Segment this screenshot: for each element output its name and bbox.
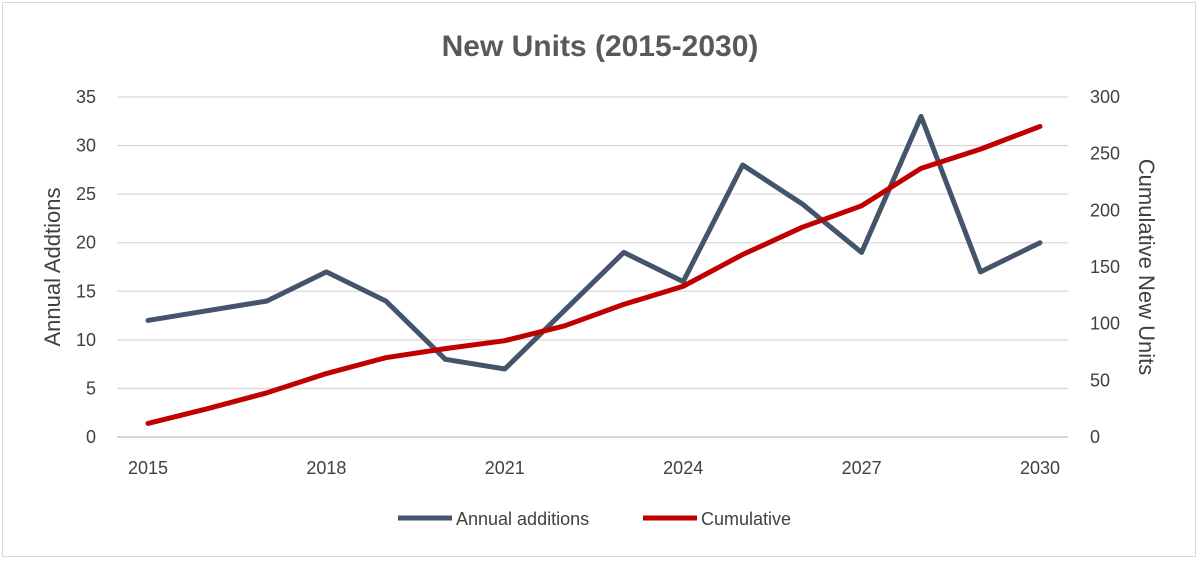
series-line-cumulative [145, 123, 1043, 426]
x-tick-label: 2027 [842, 458, 882, 478]
right-tick-label: 100 [1090, 314, 1120, 334]
left-tick-label: 30 [76, 136, 96, 156]
x-axis-ticks: 2015 2018 2021 2024 2027 2030 [128, 458, 1060, 478]
left-tick-label: 35 [76, 87, 96, 107]
legend: Annual additions Cumulative [398, 509, 791, 529]
right-axis-title: Cumulative New Units [1134, 159, 1159, 375]
left-axis-ticks: 0 5 10 15 20 25 30 35 [76, 87, 96, 447]
left-tick-label: 25 [76, 184, 96, 204]
left-tick-label: 0 [86, 427, 96, 447]
legend-label-cumulative: Cumulative [701, 509, 791, 529]
right-tick-label: 250 [1090, 144, 1120, 164]
right-tick-label: 300 [1090, 87, 1120, 107]
right-axis-ticks: 0 50 100 150 200 250 300 [1090, 87, 1120, 447]
x-tick-label: 2018 [306, 458, 346, 478]
legend-label-annual: Annual additions [456, 509, 589, 529]
right-tick-label: 0 [1090, 427, 1100, 447]
right-tick-label: 200 [1090, 200, 1120, 220]
left-tick-label: 20 [76, 233, 96, 253]
x-tick-label: 2021 [485, 458, 525, 478]
left-tick-label: 5 [86, 378, 96, 398]
left-tick-label: 15 [76, 281, 96, 301]
gridlines [117, 96, 1068, 438]
chart-title: New Units (2015-2030) [442, 30, 759, 63]
right-tick-label: 50 [1090, 370, 1110, 390]
x-tick-label: 2030 [1020, 458, 1060, 478]
x-tick-label: 2015 [128, 458, 168, 478]
x-tick-label: 2024 [663, 458, 703, 478]
left-axis-title: Annual Addtions [40, 187, 65, 346]
series-lines [145, 113, 1043, 426]
right-tick-label: 150 [1090, 257, 1120, 277]
left-tick-label: 10 [76, 330, 96, 350]
